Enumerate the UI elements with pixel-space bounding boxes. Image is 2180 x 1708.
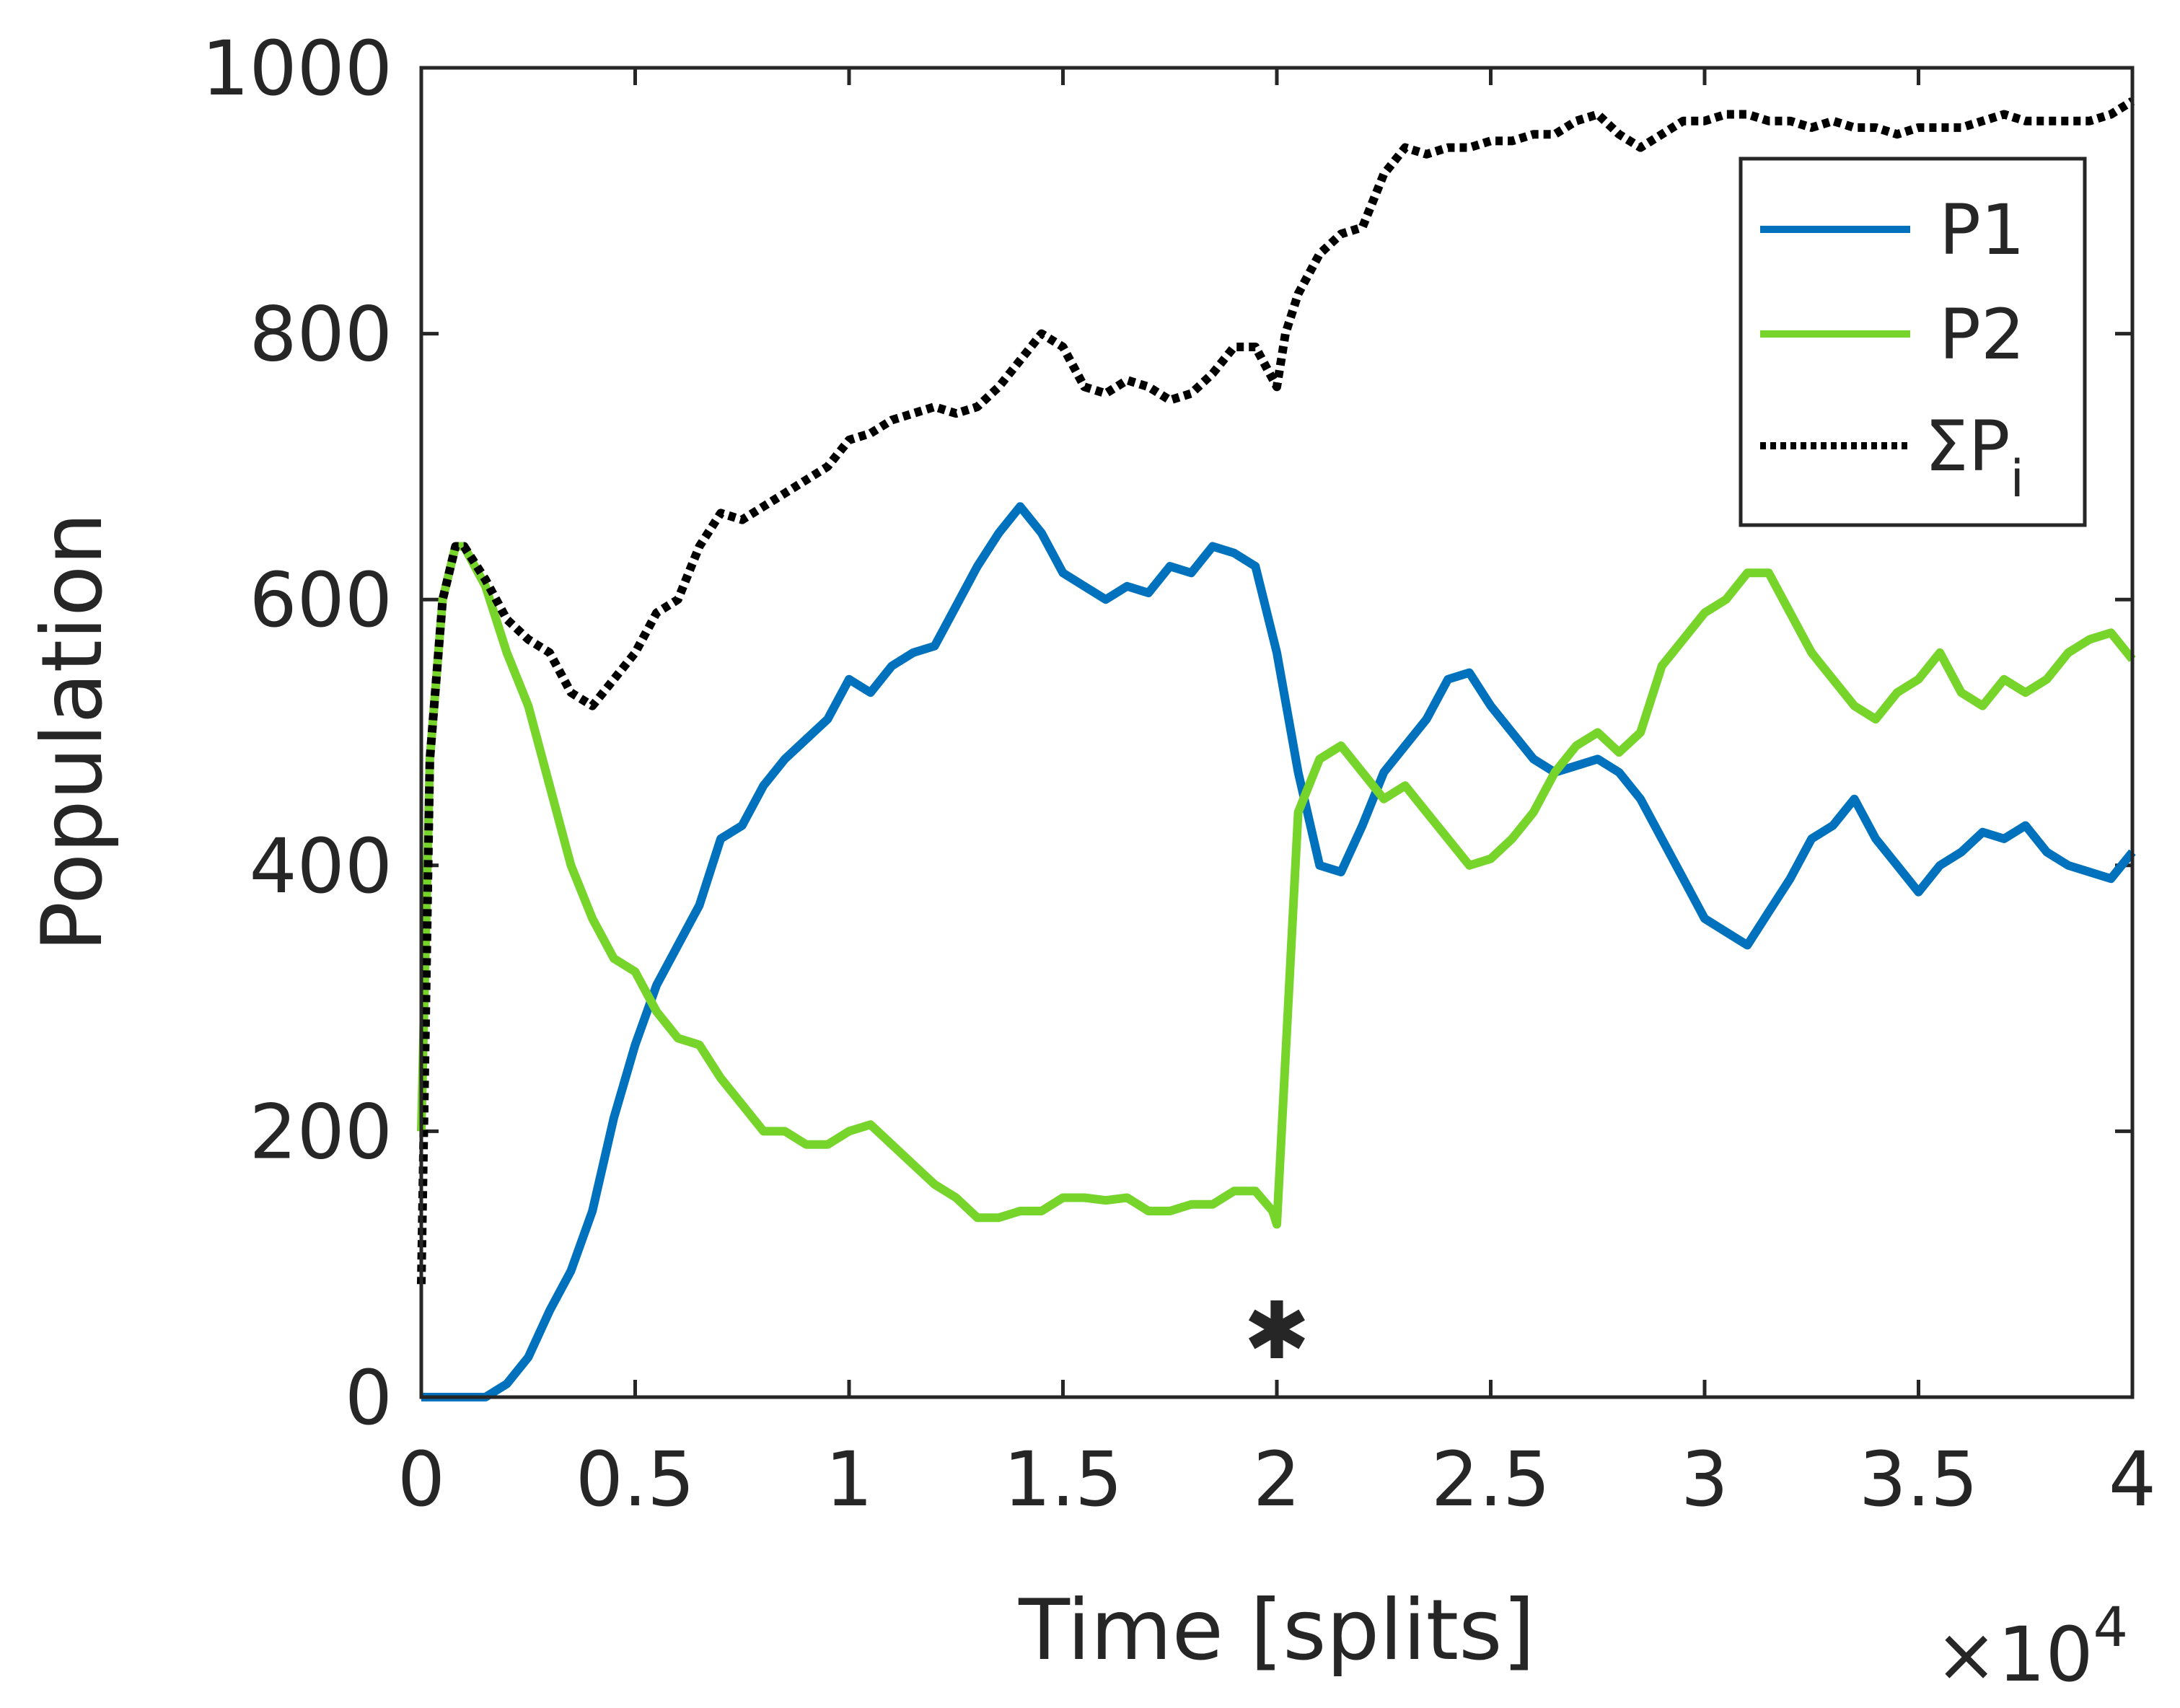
x-axis-label: Time [splits] — [1018, 1582, 1535, 1679]
x-tick-label-7: 3.5 — [1859, 1435, 1978, 1523]
y-tick-label-2: 400 — [249, 822, 392, 910]
x-axis-ticks: 0 0.5 1 1.5 2 2.5 3 3.5 4 — [397, 68, 2156, 1523]
y-tick-label-1: 200 — [249, 1088, 392, 1176]
x-tick-label-8: 4 — [2109, 1435, 2156, 1523]
x-tick-label-5: 2.5 — [1431, 1435, 1550, 1523]
x-tick-label-4: 2 — [1253, 1435, 1301, 1523]
x-tick-label-6: 3 — [1681, 1435, 1728, 1523]
y-tick-label-5: 1000 — [201, 25, 392, 113]
series-line-2 — [417, 542, 2136, 1229]
y-tick-label-0: 0 — [345, 1354, 392, 1442]
x-tick-label-3: 1.5 — [1003, 1435, 1122, 1523]
y-tick-label-4: 800 — [249, 291, 392, 379]
annotation-layer: ✱ — [1244, 1285, 1310, 1377]
y-axis-ticks: 0 200 400 600 800 1000 — [201, 25, 2132, 1442]
legend-label-p1: P1 — [1939, 190, 2025, 270]
x-tick-label-0: 0 — [397, 1435, 445, 1523]
legend-box — [1739, 157, 2087, 527]
series-line-3 — [417, 97, 2135, 1285]
legend-label-sum: ΣPi — [1925, 406, 2024, 509]
legend: P1 P2 ΣPi — [1739, 157, 2087, 527]
y-tick-label-3: 600 — [249, 556, 392, 644]
legend-label-p2: P2 — [1939, 294, 2025, 375]
series-layer — [417, 97, 2136, 1401]
annotation-marker-0: ✱ — [1244, 1285, 1310, 1377]
plot-frame — [419, 66, 2135, 1399]
x-tick-label-1: 0.5 — [576, 1435, 695, 1523]
y-axis-label: Population — [24, 512, 121, 951]
series-line-1 — [421, 502, 2136, 1401]
x-axis-multiplier: ×104 — [1935, 1595, 2128, 1699]
x-tick-label-2: 1 — [825, 1435, 873, 1523]
